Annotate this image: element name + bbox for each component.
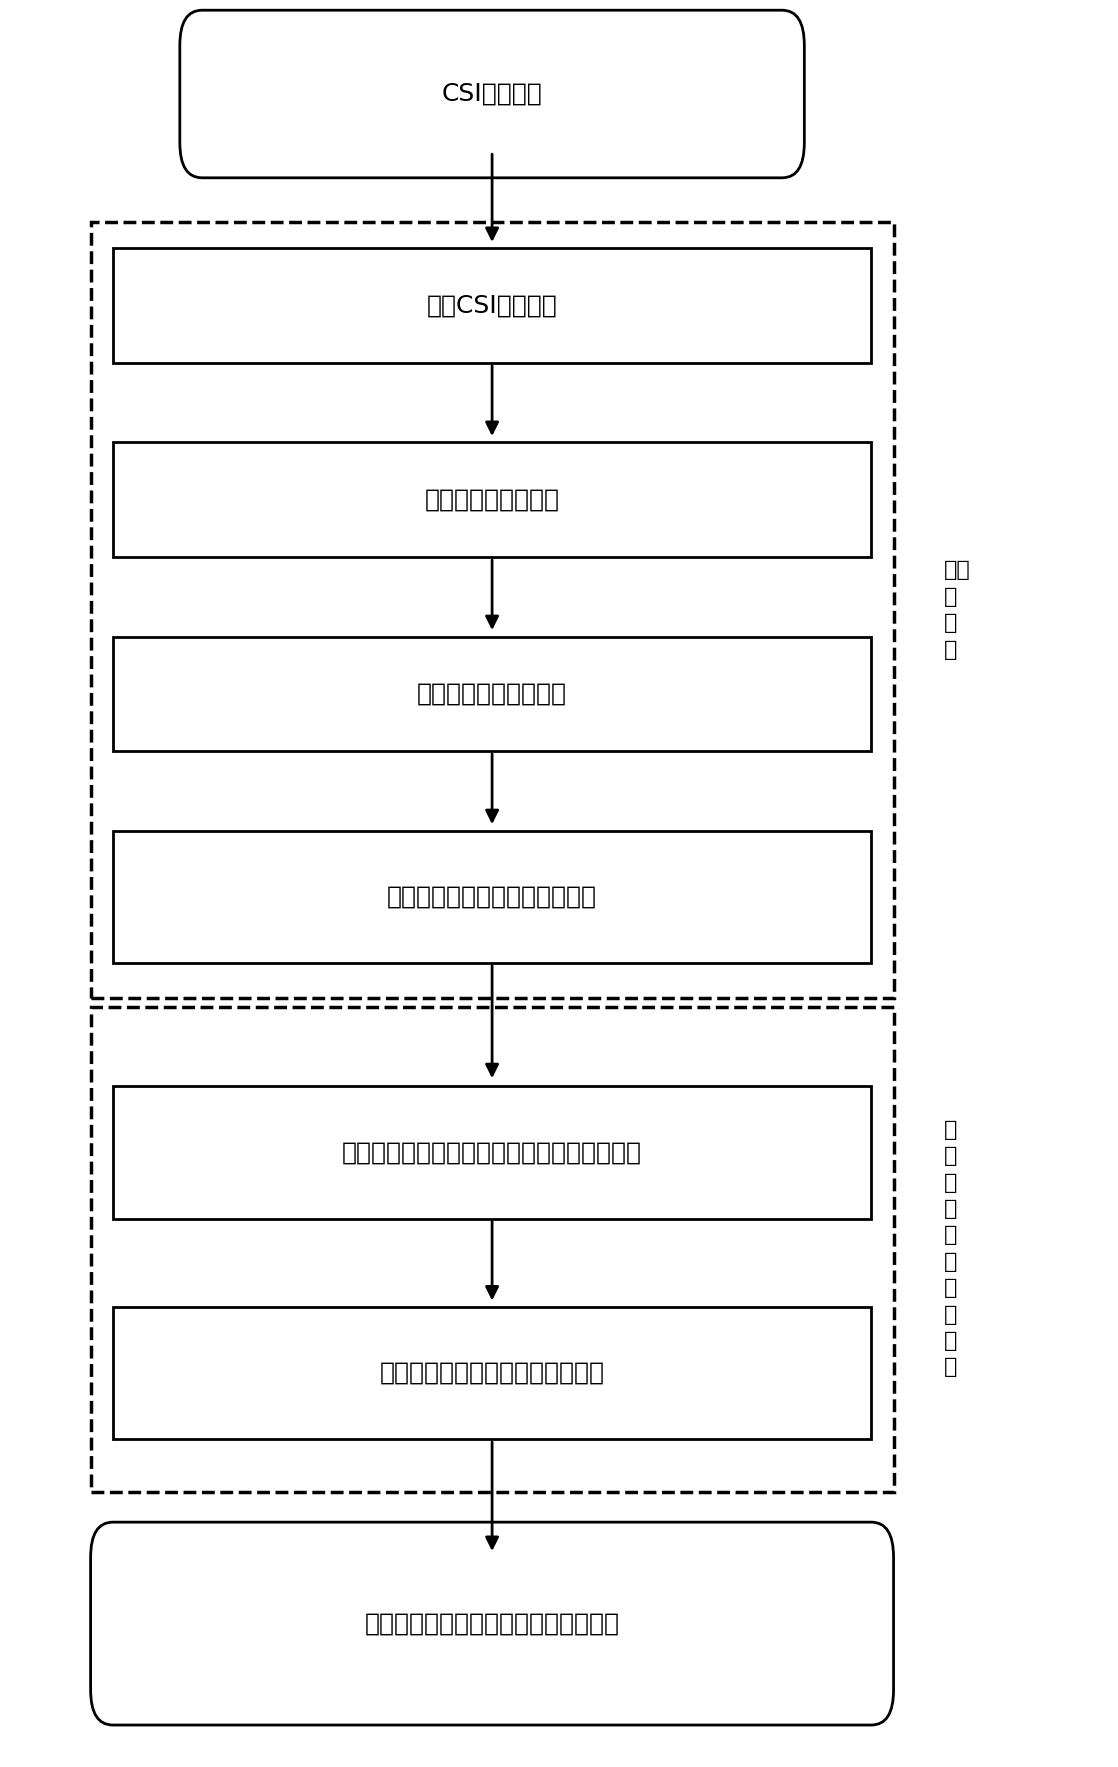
FancyBboxPatch shape [113, 442, 871, 557]
Text: 提取时频谱图的瞬时能量变化曲线: 提取时频谱图的瞬时能量变化曲线 [380, 1361, 605, 1385]
Text: 信号
预
处
理: 信号 预 处 理 [944, 560, 970, 659]
FancyBboxPatch shape [180, 11, 804, 178]
FancyBboxPatch shape [113, 1087, 871, 1219]
FancyBboxPatch shape [91, 1521, 893, 1725]
Text: 补偿CSI相位误差: 补偿CSI相位误差 [427, 293, 558, 318]
FancyBboxPatch shape [113, 636, 871, 751]
Text: CSI时间序列: CSI时间序列 [442, 81, 542, 106]
Bar [91, 1007, 893, 1491]
FancyBboxPatch shape [113, 830, 871, 963]
Text: 根据时间序列进行插值: 根据时间序列进行插值 [417, 682, 567, 705]
Bar [91, 223, 893, 998]
Text: 时频分布谱图及对应的多普勒变化曲线: 时频分布谱图及对应的多普勒变化曲线 [364, 1612, 619, 1636]
Text: 利用主成分分析提取第一主成分: 利用主成分分析提取第一主成分 [387, 885, 597, 908]
FancyBboxPatch shape [113, 1308, 871, 1440]
FancyBboxPatch shape [113, 249, 871, 362]
Text: 时
频
分
析
及
多
普
勒
估
计: 时 频 分 析 及 多 普 勒 估 计 [944, 1120, 957, 1378]
Text: 利用短时傅里叶变换对第一主成分做时频分析: 利用短时傅里叶变换对第一主成分做时频分析 [342, 1140, 642, 1164]
Text: 信号多径成分的分离: 信号多径成分的分离 [425, 488, 560, 512]
